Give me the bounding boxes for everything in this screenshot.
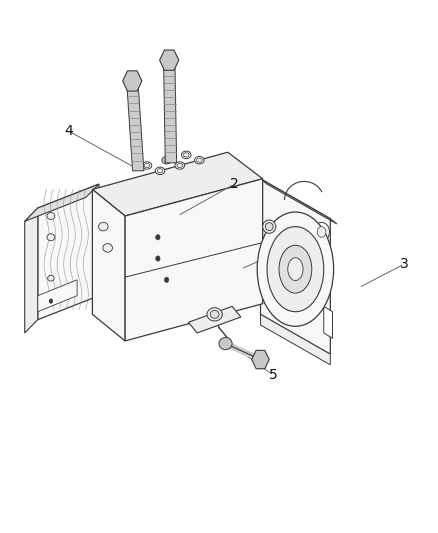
Polygon shape — [38, 280, 77, 312]
Polygon shape — [25, 184, 99, 221]
Polygon shape — [261, 314, 330, 365]
Circle shape — [317, 227, 326, 237]
Circle shape — [155, 235, 160, 240]
Ellipse shape — [184, 153, 189, 157]
Text: 3: 3 — [400, 257, 409, 271]
Circle shape — [155, 256, 160, 261]
Ellipse shape — [219, 337, 232, 350]
Polygon shape — [92, 152, 263, 216]
Ellipse shape — [265, 223, 273, 231]
Ellipse shape — [181, 151, 191, 159]
Ellipse shape — [47, 234, 55, 241]
Circle shape — [314, 222, 329, 241]
Polygon shape — [92, 189, 125, 341]
Ellipse shape — [142, 162, 152, 169]
Polygon shape — [123, 71, 142, 91]
Ellipse shape — [210, 310, 219, 318]
Ellipse shape — [164, 158, 170, 163]
Ellipse shape — [175, 162, 184, 169]
Ellipse shape — [194, 157, 204, 164]
Text: 4: 4 — [64, 124, 73, 138]
Ellipse shape — [48, 275, 54, 281]
Ellipse shape — [279, 245, 312, 293]
Ellipse shape — [197, 158, 202, 163]
Ellipse shape — [155, 167, 165, 174]
Polygon shape — [324, 306, 332, 338]
Polygon shape — [252, 350, 269, 369]
Polygon shape — [324, 256, 332, 277]
Polygon shape — [125, 179, 263, 341]
Ellipse shape — [157, 168, 163, 173]
Ellipse shape — [288, 258, 303, 280]
Ellipse shape — [177, 164, 183, 167]
Polygon shape — [127, 81, 144, 171]
Ellipse shape — [103, 244, 113, 252]
Ellipse shape — [144, 164, 150, 167]
Circle shape — [164, 277, 169, 282]
Ellipse shape — [47, 213, 55, 220]
Circle shape — [49, 299, 53, 303]
Polygon shape — [38, 184, 99, 320]
Ellipse shape — [257, 212, 334, 326]
Polygon shape — [163, 60, 177, 163]
Ellipse shape — [267, 227, 324, 312]
Ellipse shape — [162, 157, 171, 164]
Text: 1: 1 — [295, 236, 304, 249]
Ellipse shape — [207, 308, 222, 321]
Polygon shape — [25, 208, 38, 333]
Ellipse shape — [99, 222, 108, 231]
Text: 2: 2 — [230, 177, 239, 191]
Polygon shape — [159, 50, 179, 70]
Polygon shape — [261, 179, 330, 354]
Polygon shape — [188, 306, 241, 333]
Text: 5: 5 — [269, 368, 278, 383]
Polygon shape — [261, 179, 337, 224]
Ellipse shape — [263, 220, 276, 233]
